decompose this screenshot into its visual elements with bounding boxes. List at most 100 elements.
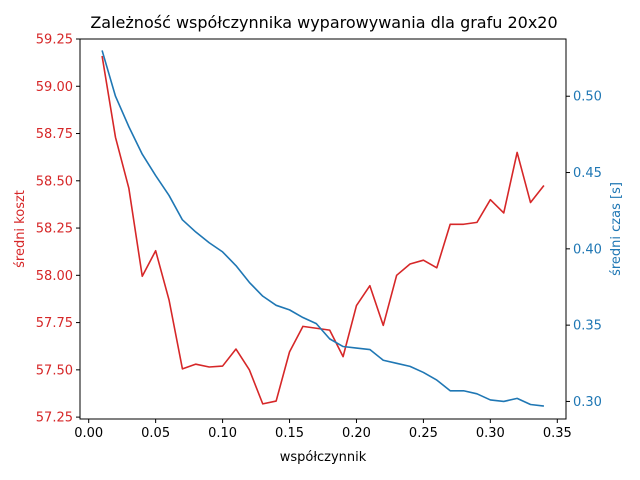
x-tick-label: 0.20 [342,426,371,441]
time-series-point [142,154,143,155]
y-right-tick-label: 0.50 [573,90,602,105]
time-series-point [209,242,210,243]
time-series-point [316,323,317,324]
cost-series-point [543,185,544,186]
cost-series-point [142,276,143,277]
x-tick-label: 0.05 [141,426,170,441]
time-series-point [329,338,330,339]
cost-series-point [396,275,397,276]
time-series-point [450,390,451,391]
x-tick-label: 0.25 [409,426,438,441]
x-tick-label: 0.15 [275,426,304,441]
time-series-point [356,347,357,348]
cost-series-line [101,55,545,405]
cost-series-point [530,202,531,203]
y-left-tick-label: 59.25 [36,33,73,48]
time-series-point [423,372,424,373]
time-series-point [543,405,544,406]
x-axis-label: współczynnik [280,450,367,465]
series-layer [101,50,545,407]
y-left-axis-label: średni koszt [13,190,28,268]
time-series-point [249,282,250,283]
plot-frame [79,38,567,420]
cost-series-point [302,326,303,327]
cost-series-point [463,224,464,225]
y-left-tick-label: 57.75 [36,316,73,331]
time-series-point [409,366,410,367]
cost-series-point [195,364,196,365]
cost-series-point [369,285,370,286]
x-axis: 0.00 0.05 0.10 0.15 0.20 0.25 0.30 0.35 [74,419,572,441]
x-tick-label: 0.10 [208,426,237,441]
x-tick-label: 0.35 [543,426,572,441]
time-series-point [289,309,290,310]
cost-series-point [423,260,424,261]
time-series-point [276,305,277,306]
time-series-point [463,390,464,391]
y-left-axis: 57.25 57.50 57.75 58.00 58.25 58.50 58.75 59.00… [36,33,80,426]
time-series-point [503,401,504,402]
cost-series-point [503,212,504,213]
time-series-point [101,50,102,51]
cost-series-point [409,263,410,264]
y-left-tick-label: 58.00 [36,269,73,284]
cost-series-point [249,369,250,370]
time-series-point [128,126,129,127]
time-series-point [155,175,156,176]
time-series-point [396,363,397,364]
cost-series-point [168,299,169,300]
time-series-point [476,393,477,394]
time-series-point [302,317,303,318]
time-series-point [517,398,518,399]
cost-series-point [262,403,263,404]
y-right-tick-label: 0.30 [573,395,602,410]
cost-series-point [342,356,343,357]
time-series-line [101,50,545,407]
cost-series-point [450,224,451,225]
time-series-point [168,195,169,196]
cost-series-point [356,305,357,306]
y-left-tick-label: 57.25 [36,411,73,426]
time-series-point [436,379,437,380]
time-series-point [235,265,236,266]
y-left-tick-label: 59.00 [36,80,73,95]
cost-series-point [436,267,437,268]
chart-title: Zależność współczynnika wyparowywania dl… [90,13,557,32]
cost-series-point [276,400,277,401]
time-series-point [195,231,196,232]
x-tick-label: 0.00 [74,426,103,441]
time-series-point [530,404,531,405]
y-right-tick-label: 0.35 [573,319,602,334]
time-series-point [369,349,370,350]
time-series-point [490,399,491,400]
cost-series-point [289,351,290,352]
cost-series-point [101,55,102,56]
y-right-tick-label: 0.45 [573,166,602,181]
cost-series-point [128,188,129,189]
cost-series-point [316,328,317,329]
x-tick-label: 0.30 [476,426,505,441]
y-left-tick-label: 58.75 [36,127,73,142]
cost-series-point [115,137,116,138]
y-right-tick-label: 0.40 [573,242,602,257]
cost-series-point [222,365,223,366]
cost-series-point [235,348,236,349]
y-left-tick-label: 58.25 [36,222,73,237]
y-left-tick-label: 57.50 [36,363,73,378]
time-series-point [262,296,263,297]
cost-series-point [517,152,518,153]
time-series-point [342,346,343,347]
time-series-point [182,219,183,220]
cost-series-point [329,330,330,331]
time-series-point [115,96,116,97]
y-right-axis-label: średni czas [s] [609,182,624,276]
cost-series-point [155,250,156,251]
y-left-tick-label: 58.50 [36,174,73,189]
cost-series-point [476,222,477,223]
time-series-point [222,251,223,252]
time-series-point [383,360,384,361]
cost-series-point [383,325,384,326]
cost-series-point [490,199,491,200]
y-right-axis: 0.30 0.35 0.40 0.45 0.50 [566,90,602,410]
